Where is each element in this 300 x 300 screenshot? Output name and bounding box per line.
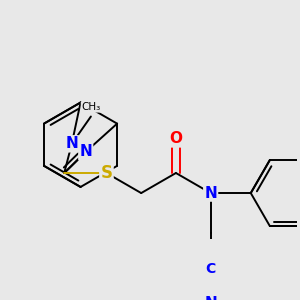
Text: C: C [206, 262, 216, 276]
Text: N: N [204, 186, 217, 201]
Text: S: S [100, 164, 112, 182]
Text: N: N [80, 144, 92, 159]
Text: N: N [65, 136, 78, 151]
Text: O: O [169, 131, 182, 146]
Text: CH₃: CH₃ [81, 102, 101, 112]
Text: N: N [204, 296, 217, 300]
